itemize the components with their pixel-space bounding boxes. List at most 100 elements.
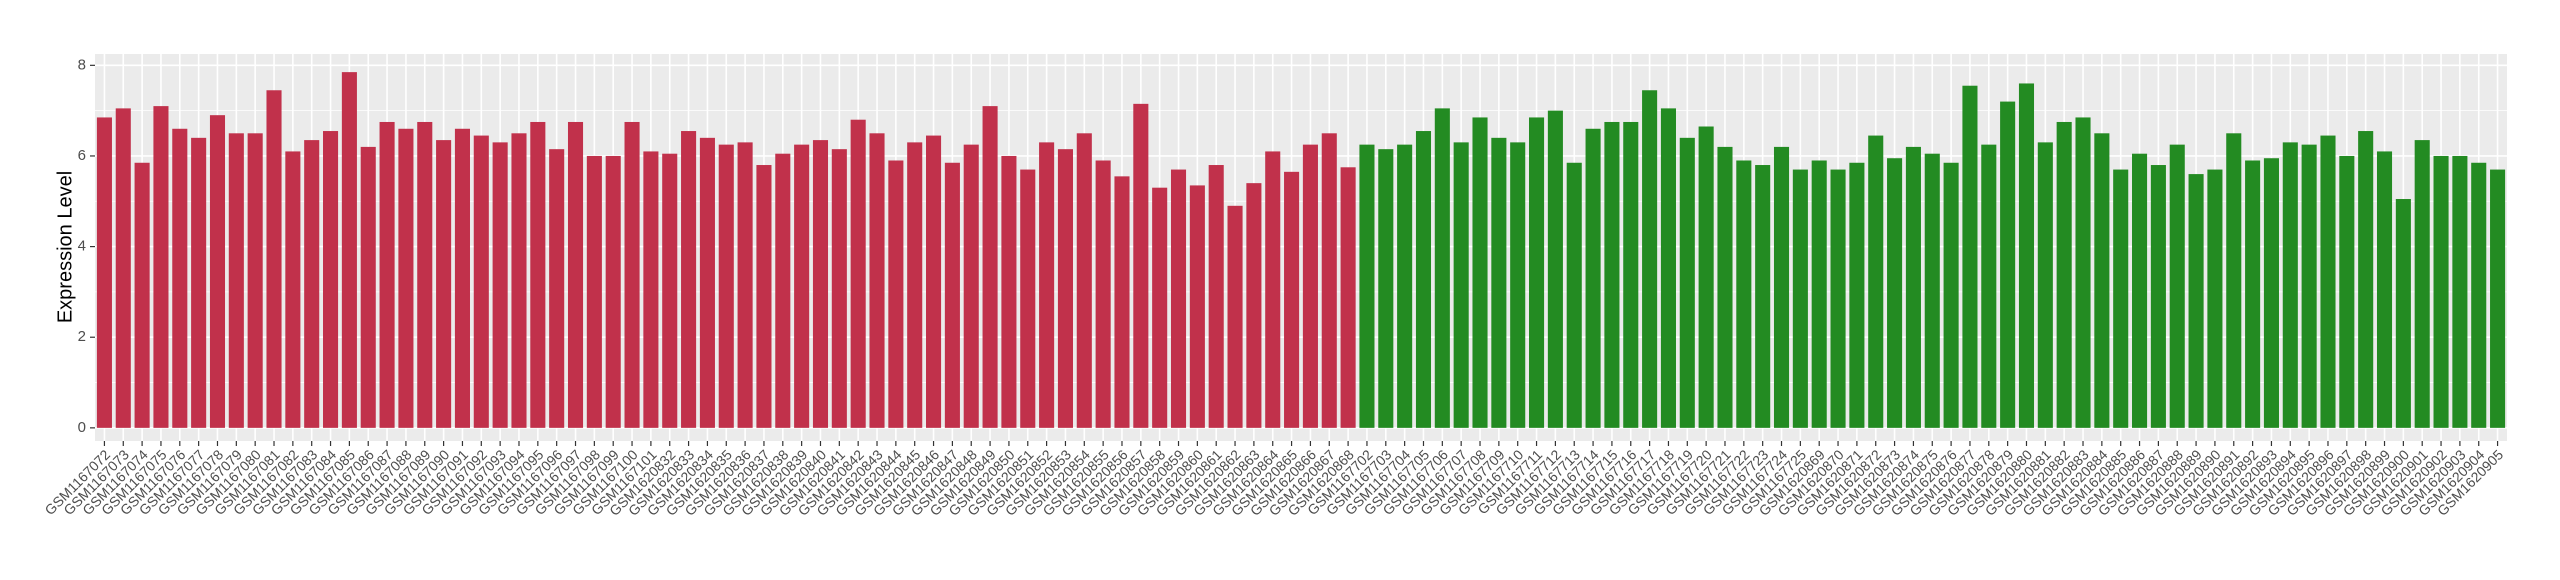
bar	[1095, 160, 1111, 428]
bar	[1208, 165, 1224, 428]
bar	[247, 133, 263, 428]
bar	[2000, 101, 2016, 428]
bar	[624, 121, 640, 428]
bar	[436, 140, 452, 428]
bar	[1981, 144, 1997, 428]
bar	[2056, 121, 2072, 428]
bar	[1472, 117, 1488, 428]
bar	[737, 142, 753, 428]
bar	[1378, 149, 1394, 428]
bar	[888, 160, 904, 428]
bar	[2301, 144, 2317, 428]
bar	[1397, 144, 1413, 428]
bar	[1736, 160, 1752, 428]
bar	[1076, 133, 1092, 428]
bar	[1792, 169, 1808, 428]
bar	[1453, 142, 1469, 428]
bar	[1057, 149, 1073, 428]
bar	[2018, 83, 2035, 428]
bar	[2207, 169, 2223, 428]
bar	[718, 144, 734, 428]
bar	[266, 90, 282, 428]
bar	[1924, 153, 1940, 428]
bar	[586, 155, 602, 428]
bar	[209, 115, 226, 428]
bar	[1604, 121, 1620, 428]
bar	[1491, 137, 1507, 428]
bar	[2339, 155, 2355, 428]
bar	[1943, 162, 1959, 428]
bar	[2150, 165, 2166, 428]
bar	[643, 151, 659, 428]
bar	[1170, 169, 1187, 428]
bar	[379, 121, 395, 428]
bar	[2282, 142, 2298, 428]
bar	[1529, 117, 1545, 428]
bar	[1510, 142, 1526, 428]
bar	[1887, 158, 1903, 428]
bar	[1340, 167, 1356, 428]
bar	[1189, 185, 1205, 428]
bar	[926, 135, 942, 428]
bar	[2132, 153, 2148, 428]
bar	[775, 153, 791, 428]
bar	[2075, 117, 2091, 428]
bar	[454, 128, 470, 428]
y-tick-label: 6	[78, 147, 86, 164]
bar	[567, 121, 584, 428]
bar	[1660, 108, 1676, 428]
bar	[2376, 151, 2393, 428]
bar	[2414, 140, 2430, 428]
bar	[1679, 137, 1695, 428]
bar	[1434, 108, 1450, 428]
bar	[1868, 135, 1884, 428]
bar	[869, 133, 885, 428]
bar	[1359, 144, 1375, 428]
bar	[756, 165, 772, 428]
bar	[1642, 90, 1658, 428]
bar	[1830, 169, 1846, 428]
bar	[1246, 183, 1262, 428]
bar	[831, 149, 847, 428]
bar	[1133, 103, 1149, 428]
y-tick-label: 8	[78, 56, 86, 73]
bar	[1962, 85, 1978, 428]
bar	[323, 131, 339, 428]
bar	[2113, 169, 2129, 428]
bar	[2094, 133, 2110, 428]
bar	[1001, 155, 1017, 428]
bar	[549, 149, 565, 428]
bar	[96, 117, 112, 428]
bar	[1321, 133, 1337, 428]
bar	[191, 137, 207, 428]
bar	[1265, 151, 1281, 428]
bar	[492, 142, 508, 428]
y-axis-title: Expression Level	[54, 171, 76, 323]
bar	[1773, 146, 1790, 428]
bar	[2358, 131, 2374, 428]
bar	[2226, 133, 2242, 428]
bar	[2433, 155, 2449, 428]
bar	[360, 146, 376, 428]
bar	[1585, 128, 1601, 428]
bar	[2452, 155, 2468, 428]
bar	[850, 119, 866, 428]
bar	[417, 121, 433, 428]
bar	[1905, 146, 1921, 428]
bar	[304, 140, 320, 428]
bar	[1114, 176, 1130, 428]
y-tick-label: 2	[78, 328, 86, 345]
bar	[1698, 126, 1714, 428]
bar	[963, 144, 979, 428]
bar	[605, 155, 621, 428]
bar	[115, 108, 131, 428]
bar	[2188, 174, 2204, 428]
bar	[1811, 160, 1827, 428]
bar	[1039, 142, 1055, 428]
bar	[907, 142, 923, 428]
bar	[134, 162, 150, 428]
bar	[681, 131, 697, 428]
bar	[2395, 199, 2411, 428]
bar	[1547, 110, 1563, 428]
bar	[511, 133, 527, 428]
